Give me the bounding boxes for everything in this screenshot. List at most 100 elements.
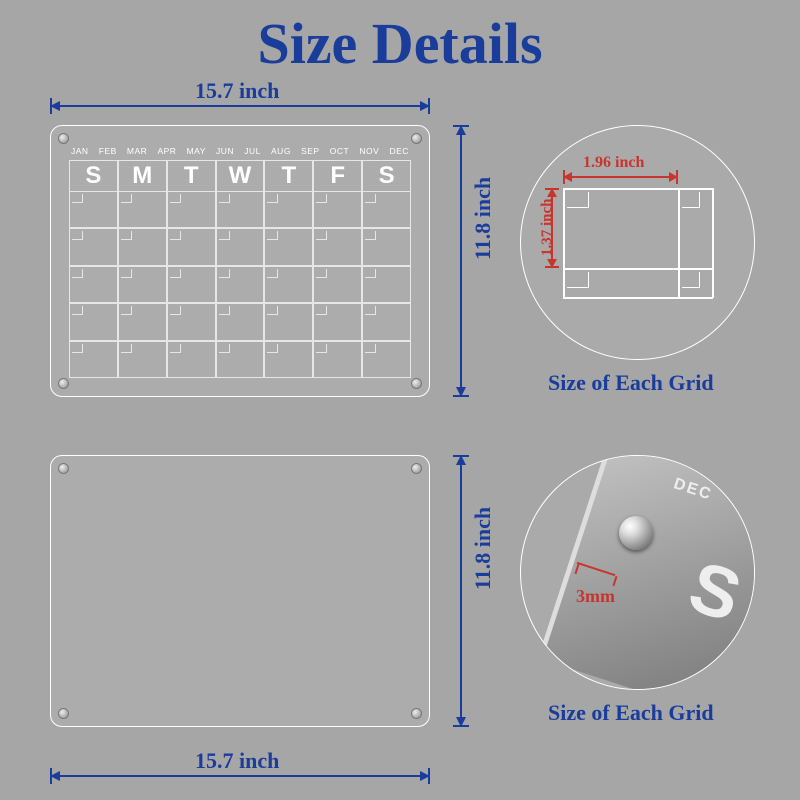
day-header: S bbox=[69, 160, 118, 191]
dim-r2-line bbox=[460, 455, 462, 727]
calendar-cell bbox=[69, 228, 118, 265]
calendar-cell bbox=[69, 266, 118, 303]
calendar-row bbox=[69, 266, 411, 303]
grid-height-arrow bbox=[547, 259, 557, 268]
calendar-cell bbox=[118, 303, 167, 340]
dim-r1-line bbox=[460, 125, 462, 397]
grid-detail-circle: 1.96 inch 1.37 inch bbox=[520, 125, 755, 360]
screw-icon bbox=[58, 378, 69, 389]
calendar-cell bbox=[362, 303, 411, 340]
calendar-cell bbox=[313, 303, 362, 340]
dim-bot-label: 15.7 inch bbox=[195, 748, 279, 774]
month-label: APR bbox=[157, 146, 176, 156]
calendar-cell bbox=[118, 228, 167, 265]
calendar-cell bbox=[69, 341, 118, 378]
grid-width-arrow bbox=[563, 172, 572, 182]
dim-bot-line bbox=[50, 775, 430, 777]
grid-height-arrow bbox=[547, 188, 557, 197]
dim-bot-arrow-l bbox=[50, 771, 60, 781]
dim-top-label: 15.7 inch bbox=[195, 78, 279, 104]
day-header: S bbox=[362, 160, 411, 191]
dim-r2-arrow-t bbox=[456, 455, 466, 465]
month-label: FEB bbox=[99, 146, 117, 156]
grid-height-label: 1.37 inch bbox=[539, 198, 556, 256]
grid-width-arrow bbox=[669, 172, 678, 182]
month-label: JAN bbox=[71, 146, 89, 156]
calendar-cell bbox=[167, 341, 216, 378]
grid-width-line bbox=[563, 176, 678, 178]
calendar-cell bbox=[313, 266, 362, 303]
month-label: MAR bbox=[127, 146, 147, 156]
calendar-cell bbox=[362, 191, 411, 228]
calendar-cell bbox=[118, 341, 167, 378]
calendar-cell bbox=[362, 266, 411, 303]
calendar-cell bbox=[264, 266, 313, 303]
month-label: OCT bbox=[330, 146, 349, 156]
month-label: SEP bbox=[301, 146, 320, 156]
calendar-cell bbox=[264, 228, 313, 265]
calendar-cell bbox=[362, 341, 411, 378]
calendar-row bbox=[69, 191, 411, 228]
screw-icon bbox=[58, 463, 69, 474]
dim-top-line bbox=[50, 105, 430, 107]
magnet-icon bbox=[619, 516, 653, 550]
calendar-cell bbox=[216, 191, 265, 228]
month-label: MAY bbox=[187, 146, 206, 156]
thickness-label: 3mm bbox=[576, 586, 615, 607]
grid-detail bbox=[563, 188, 713, 298]
month-label: JUL bbox=[244, 146, 261, 156]
blank-board bbox=[50, 455, 430, 727]
calendar-cell bbox=[167, 228, 216, 265]
dim-r2-label: 11.8 inch bbox=[470, 507, 496, 590]
calendar-cell bbox=[264, 341, 313, 378]
screw-icon bbox=[58, 708, 69, 719]
screw-icon bbox=[411, 133, 422, 144]
calendar-cell bbox=[264, 191, 313, 228]
day-header: T bbox=[264, 160, 313, 191]
calendar-cell bbox=[118, 266, 167, 303]
day-header: F bbox=[313, 160, 362, 191]
calendar-cell bbox=[167, 303, 216, 340]
screw-icon bbox=[411, 708, 422, 719]
calendar-cell bbox=[69, 191, 118, 228]
screw-icon bbox=[58, 133, 69, 144]
calendar-inner: JANFEBMARAPRMAYJUNJULAUGSEPOCTNOVDEC SMT… bbox=[69, 146, 411, 378]
grid-width-label: 1.96 inch bbox=[583, 154, 644, 172]
page-title: Size Details bbox=[257, 10, 542, 77]
dim-r2-arrow-b bbox=[456, 717, 466, 727]
calendar-cell bbox=[216, 341, 265, 378]
day-header: M bbox=[118, 160, 167, 191]
calendar-cell bbox=[216, 266, 265, 303]
calendar-cell bbox=[216, 303, 265, 340]
calendar-row bbox=[69, 303, 411, 340]
dim-bot-arrow-r bbox=[420, 771, 430, 781]
thickness-detail-label: Size of Each Grid bbox=[548, 700, 714, 726]
month-label: DEC bbox=[389, 146, 408, 156]
calendar-row bbox=[69, 341, 411, 378]
month-label: NOV bbox=[359, 146, 379, 156]
calendar-cell bbox=[69, 303, 118, 340]
calendar-cell bbox=[313, 228, 362, 265]
dim-r1-arrow-b bbox=[456, 387, 466, 397]
screw-icon bbox=[411, 378, 422, 389]
day-header: T bbox=[167, 160, 216, 191]
day-header: W bbox=[216, 160, 265, 191]
dim-top-arrow-l bbox=[50, 101, 60, 111]
months-row: JAN FEB MAR APR MAY JUN JUL AUG SEP OCT NOV DEC bbox=[69, 146, 411, 156]
calendar-cell bbox=[264, 303, 313, 340]
days-row: SMTWTFS bbox=[69, 160, 411, 191]
dim-r1-arrow-t bbox=[456, 125, 466, 135]
calendar-cell bbox=[118, 191, 167, 228]
screw-icon bbox=[411, 463, 422, 474]
calendar-cell bbox=[167, 266, 216, 303]
calendar-cell bbox=[313, 341, 362, 378]
calendar-cell bbox=[167, 191, 216, 228]
dim-r1-label: 11.8 inch bbox=[470, 177, 496, 260]
thickness-circle: DEC S 3mm bbox=[520, 455, 755, 690]
calendar-cell bbox=[216, 228, 265, 265]
dim-top-arrow-r bbox=[420, 101, 430, 111]
month-label: AUG bbox=[271, 146, 291, 156]
calendar-cell bbox=[313, 191, 362, 228]
month-label: JUN bbox=[216, 146, 234, 156]
calendar-board: JANFEBMARAPRMAYJUNJULAUGSEPOCTNOVDEC SMT… bbox=[50, 125, 430, 397]
